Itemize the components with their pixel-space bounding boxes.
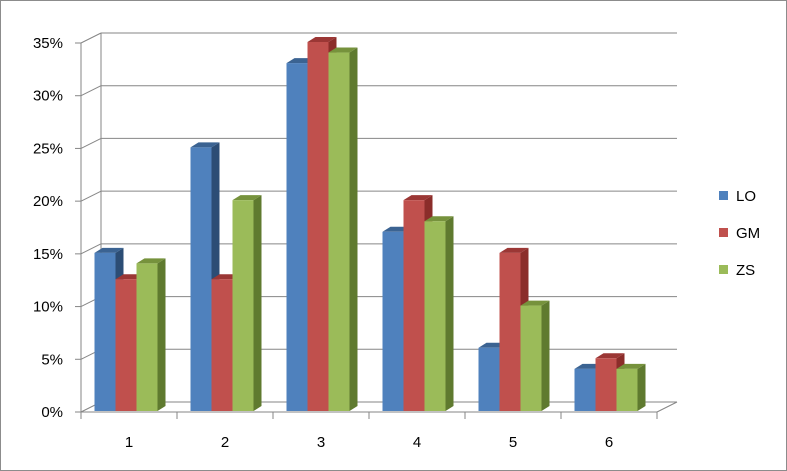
- bar-front: [403, 200, 425, 411]
- y-tick-label: 15%: [33, 246, 63, 263]
- bar-side: [349, 47, 358, 412]
- bar-zs-1: [136, 258, 166, 411]
- bar-top: [328, 47, 358, 53]
- bar-front: [211, 279, 233, 411]
- bar-top: [307, 37, 337, 42]
- legend-swatch-gm: [719, 228, 728, 237]
- bar-front: [307, 42, 329, 411]
- bar-front: [328, 52, 350, 412]
- bar-top: [499, 247, 529, 253]
- bar-side: [445, 216, 454, 411]
- x-axis-end: [656, 401, 678, 413]
- bar-side: [253, 195, 262, 411]
- y-tick-label: 0%: [41, 404, 63, 421]
- bar-front: [574, 368, 596, 411]
- bar-front: [616, 368, 638, 411]
- bar-top: [190, 142, 220, 148]
- gridline-side: [80, 190, 102, 202]
- bar-front: [286, 63, 308, 411]
- x-tick-label: 1: [125, 434, 133, 451]
- bar-front: [499, 252, 521, 411]
- bar-side: [637, 363, 646, 411]
- bar-front: [232, 200, 254, 411]
- bar-top: [94, 247, 124, 253]
- legend-swatch-zs: [719, 265, 728, 274]
- x-axis-tick-labels: 1 2 3 4 5 6: [125, 434, 613, 451]
- x-tick-label: 6: [605, 434, 613, 451]
- bar-zs-5: [520, 300, 550, 411]
- bar-top: [232, 195, 262, 201]
- bar-front: [478, 347, 500, 411]
- legend-label-zs: ZS: [736, 262, 755, 279]
- y-tick-label: 35%: [33, 35, 63, 52]
- legend-swatch-lo: [719, 191, 728, 200]
- bar-side: [541, 300, 550, 411]
- bar-front: [136, 263, 158, 411]
- bar-top: [136, 258, 166, 264]
- legend: LO GM ZS: [719, 188, 760, 279]
- bar-top: [595, 353, 625, 359]
- bar-front: [382, 231, 404, 411]
- y-tick-label: 10%: [33, 299, 63, 316]
- bars-layer: [94, 37, 646, 412]
- gridline-side: [80, 32, 102, 44]
- bar-front: [595, 358, 617, 411]
- y-tick-label: 20%: [33, 193, 63, 210]
- y-tick-label: 5%: [41, 351, 63, 368]
- bar-side: [157, 258, 166, 411]
- bar-top: [424, 216, 454, 222]
- bar-top: [403, 195, 433, 201]
- bar-zs-2: [232, 195, 262, 411]
- x-tick-label: 3: [317, 434, 325, 451]
- bar-top: [616, 363, 646, 369]
- x-tick-label: 4: [413, 434, 421, 451]
- gridline-side: [80, 243, 102, 255]
- legend-label-lo: LO: [736, 188, 756, 205]
- bar-zs-3: [328, 47, 358, 412]
- y-tick-label: 30%: [33, 88, 63, 105]
- bar-front: [520, 305, 542, 411]
- legend-label-gm: GM: [736, 225, 760, 242]
- x-tick-label: 5: [509, 434, 517, 451]
- bar-top: [520, 300, 550, 306]
- y-axis-tick-labels: 0% 5% 10% 15% 20% 25% 30% 35%: [33, 35, 63, 421]
- bar-front: [424, 221, 446, 411]
- gridline-side: [80, 85, 102, 97]
- bar-zs-4: [424, 216, 454, 411]
- gridline-side: [80, 137, 102, 149]
- bar-front: [190, 147, 212, 411]
- grid-layer: [80, 32, 677, 413]
- bar-front: [94, 252, 116, 411]
- bar-zs-6: [616, 363, 646, 411]
- bar-front: [115, 279, 137, 411]
- x-tick-label: 2: [221, 434, 229, 451]
- y-tick-label: 25%: [33, 140, 63, 157]
